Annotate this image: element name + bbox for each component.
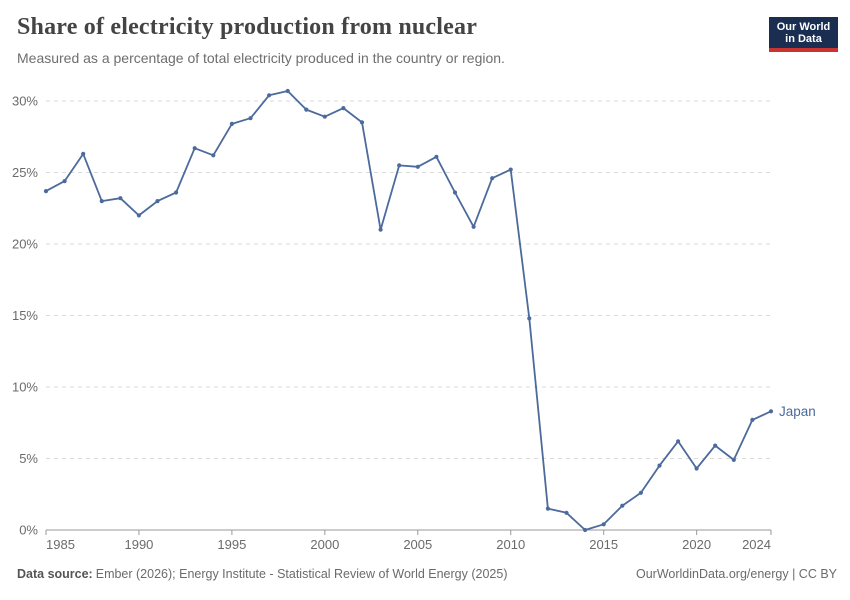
- x-axis-label: 2000: [310, 537, 339, 552]
- data-point-2009[interactable]: [490, 176, 495, 181]
- y-axis-label: 5%: [19, 451, 38, 466]
- page-subtitle: Measured as a percentage of total electr…: [17, 50, 505, 66]
- data-point-2002[interactable]: [359, 120, 365, 125]
- data-point-2016[interactable]: [620, 503, 625, 508]
- data-point-2013[interactable]: [564, 510, 569, 515]
- y-axis-label: 30%: [12, 94, 38, 109]
- data-point-1992[interactable]: [174, 190, 179, 195]
- x-axis-label: 2005: [403, 537, 432, 552]
- x-axis-label: 1990: [124, 537, 153, 552]
- data-point-1990[interactable]: [136, 213, 141, 218]
- y-axis-label: 25%: [12, 165, 38, 180]
- data-point-2020[interactable]: [694, 466, 699, 471]
- data-point-1988[interactable]: [99, 199, 104, 204]
- data-point-2023[interactable]: [750, 417, 755, 422]
- data-point-2006[interactable]: [434, 154, 439, 159]
- data-point-2000[interactable]: [322, 114, 327, 119]
- data-point-1985[interactable]: [43, 189, 49, 194]
- data-point-2005[interactable]: [415, 164, 420, 169]
- credit-link[interactable]: OurWorldinData.org/energy | CC BY: [635, 567, 837, 581]
- data-point-2017[interactable]: [638, 490, 644, 495]
- data-point-2018[interactable]: [657, 463, 662, 468]
- y-axis-label: 10%: [12, 380, 38, 395]
- page-title: Share of electricity production from nuc…: [17, 14, 478, 40]
- x-axis-label: 1985: [46, 537, 75, 552]
- y-axis-label: 15%: [12, 308, 38, 323]
- data-point-1987[interactable]: [81, 151, 86, 156]
- japan-series-line[interactable]: [45, 90, 772, 531]
- data-point-1995[interactable]: [229, 121, 234, 126]
- chart-footer: Data source: Ember (2026); Energy Institu…: [17, 567, 837, 581]
- data-point-2003[interactable]: [378, 227, 383, 232]
- owid-logo-line2: in Data: [785, 33, 822, 45]
- y-axis-label: 0%: [19, 523, 38, 538]
- data-source-note: Data source: Ember (2026); Energy Institu…: [17, 567, 507, 581]
- data-point-1996[interactable]: [248, 116, 253, 121]
- x-axis-label: 2024: [742, 537, 771, 552]
- data-point-2008[interactable]: [471, 224, 476, 229]
- data-source-text: Ember (2026); Energy Institute - Statist…: [95, 567, 508, 581]
- data-point-2024[interactable]: [768, 409, 774, 414]
- data-point-1997[interactable]: [267, 93, 272, 98]
- x-axis-label: 2015: [589, 537, 618, 552]
- series-end-label[interactable]: Japan: [779, 404, 816, 419]
- x-axis-label: 2010: [496, 537, 525, 552]
- data-point-1998[interactable]: [285, 88, 290, 94]
- data-point-1989[interactable]: [118, 196, 123, 201]
- data-point-2007[interactable]: [452, 190, 458, 195]
- data-point-1991[interactable]: [155, 199, 160, 204]
- x-axis-label: 2020: [682, 537, 711, 552]
- data-point-2022[interactable]: [731, 457, 736, 462]
- y-axis-label: 20%: [12, 237, 38, 252]
- data-point-2012[interactable]: [545, 506, 551, 511]
- data-point-2011[interactable]: [527, 316, 532, 321]
- data-point-2015[interactable]: [601, 522, 606, 527]
- owid-logo: Our World in Data: [769, 17, 838, 52]
- data-point-1999[interactable]: [304, 107, 309, 112]
- data-point-2004[interactable]: [397, 163, 402, 168]
- data-point-2014[interactable]: [583, 527, 588, 533]
- chart-header: Share of electricity production from nuc…: [17, 14, 757, 66]
- data-point-2019[interactable]: [676, 439, 681, 444]
- data-point-1994[interactable]: [211, 153, 216, 158]
- data-point-1986[interactable]: [62, 179, 67, 184]
- data-point-1993[interactable]: [192, 146, 197, 151]
- owid-logo-line1: Our World: [776, 21, 831, 33]
- data-point-2001[interactable]: [341, 106, 346, 111]
- data-point-2010[interactable]: [508, 167, 513, 172]
- data-point-2021[interactable]: [713, 443, 718, 448]
- data-source-label: Data source:: [17, 567, 93, 581]
- x-axis-label: 1995: [217, 537, 246, 552]
